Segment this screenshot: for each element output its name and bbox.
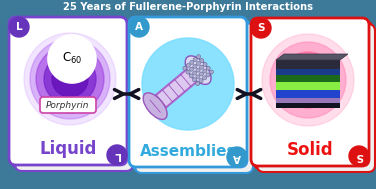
Text: C$_{60}$: C$_{60}$ [62,50,82,66]
FancyBboxPatch shape [254,21,372,169]
Circle shape [196,68,200,72]
Circle shape [206,66,210,70]
Circle shape [129,17,149,37]
Circle shape [183,66,187,70]
Circle shape [349,146,369,166]
Text: Solid: Solid [287,141,333,159]
Circle shape [196,75,200,79]
Circle shape [262,34,354,126]
FancyBboxPatch shape [129,17,247,167]
Circle shape [196,82,200,86]
Circle shape [197,55,201,59]
Polygon shape [276,54,348,60]
Bar [276,69,340,75]
Circle shape [203,69,207,73]
FancyBboxPatch shape [40,97,96,113]
Circle shape [193,71,197,75]
Circle shape [209,70,214,74]
Circle shape [193,64,197,68]
Circle shape [193,58,197,62]
Circle shape [24,33,116,125]
FancyBboxPatch shape [257,24,375,172]
Text: A: A [135,22,143,32]
Circle shape [270,42,346,118]
Circle shape [199,79,203,83]
Bar [276,82,340,90]
Circle shape [203,76,206,80]
Circle shape [186,70,190,74]
FancyBboxPatch shape [132,20,250,170]
Circle shape [200,59,204,63]
Bar [276,75,340,82]
Circle shape [206,73,210,77]
FancyBboxPatch shape [135,23,253,173]
Circle shape [189,74,193,78]
Circle shape [52,61,88,97]
Ellipse shape [143,93,167,119]
Circle shape [30,39,110,119]
Bar [276,60,340,69]
Circle shape [36,45,104,113]
Text: Assemblies: Assemblies [140,143,236,159]
Circle shape [44,53,96,105]
Circle shape [251,18,271,38]
Polygon shape [150,64,203,112]
Circle shape [190,67,194,71]
Circle shape [142,38,234,130]
Text: L: L [16,22,22,32]
Circle shape [9,17,29,37]
Circle shape [48,35,96,83]
Circle shape [196,61,200,65]
Circle shape [186,63,190,67]
FancyBboxPatch shape [12,20,130,168]
Text: S: S [257,23,265,33]
Circle shape [200,65,203,69]
Text: Porphyrin: Porphyrin [46,101,90,109]
Circle shape [199,72,203,76]
Circle shape [227,147,247,167]
Text: L: L [114,150,120,160]
Ellipse shape [185,56,211,84]
Text: Liquid: Liquid [39,140,97,158]
FancyBboxPatch shape [251,18,369,166]
FancyBboxPatch shape [9,17,127,165]
Circle shape [193,78,196,82]
Circle shape [203,62,207,66]
FancyBboxPatch shape [15,23,133,171]
Text: A: A [233,152,241,162]
Bar [276,103,340,108]
Bar [276,98,340,103]
Circle shape [280,52,336,108]
Circle shape [190,60,194,64]
Circle shape [107,145,127,165]
Text: 25 Years of Fullerene-Porphyrin Interactions: 25 Years of Fullerene-Porphyrin Interact… [63,2,313,12]
Bar [276,90,340,98]
Text: S: S [355,151,363,161]
